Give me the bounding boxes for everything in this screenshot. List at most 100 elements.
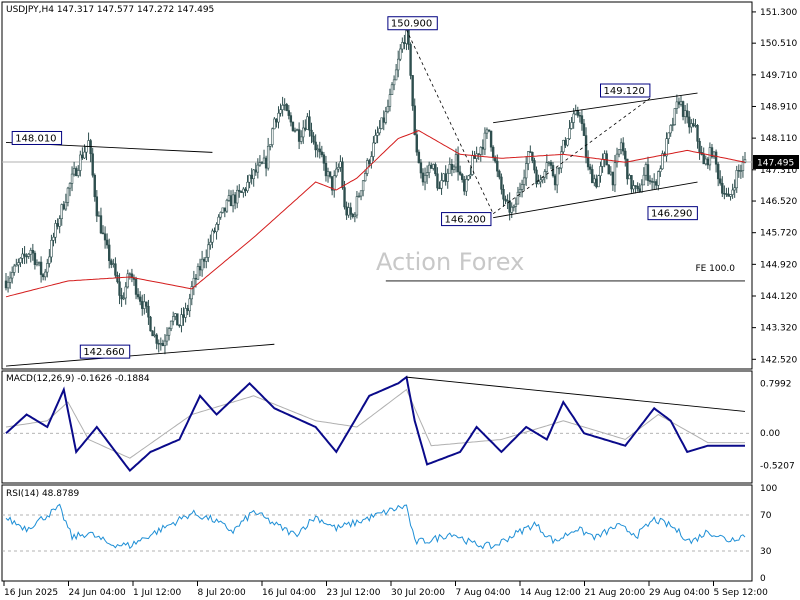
- candle-body: [182, 314, 185, 318]
- candle-body: [83, 151, 86, 159]
- time-tick-label: 21 Aug 20:00: [585, 588, 646, 598]
- candle-body: [403, 42, 406, 44]
- candle-body: [498, 170, 501, 178]
- candle-body: [502, 189, 505, 200]
- candle-body: [77, 170, 80, 176]
- candle-body: [597, 175, 600, 188]
- time-tick-label: 24 Jun 04:00: [69, 588, 126, 598]
- candle-body: [675, 101, 679, 109]
- candle-body: [374, 135, 377, 144]
- candle-body: [21, 253, 24, 259]
- candle-body: [696, 125, 699, 142]
- candle-body: [382, 117, 385, 123]
- candle-body: [326, 171, 330, 177]
- candle-body: [23, 253, 26, 257]
- candle-body: [417, 151, 421, 164]
- candle-body: [174, 313, 177, 317]
- candle-body: [120, 295, 123, 300]
- price-pane-frame: [1, 1, 753, 370]
- candle-body: [347, 207, 350, 216]
- candle-body: [240, 191, 243, 193]
- macd-tick-label: -0.5207: [760, 462, 795, 472]
- candle-body: [673, 108, 677, 125]
- candle-body: [299, 136, 303, 142]
- candle-body: [735, 170, 738, 189]
- candle-body: [35, 262, 39, 265]
- candle-body: [242, 188, 245, 193]
- candle-body: [256, 164, 260, 173]
- candle-body: [504, 198, 507, 202]
- candle-body: [446, 172, 449, 182]
- candle-body: [394, 69, 398, 81]
- candle-body: [118, 281, 121, 296]
- rsi-line: [5, 503, 746, 550]
- candle-body: [343, 187, 346, 208]
- candle-body: [725, 193, 728, 195]
- candle-body: [337, 167, 340, 170]
- candle-body: [355, 196, 359, 216]
- candle-body: [275, 118, 278, 123]
- candle-body: [271, 128, 274, 145]
- candle-body: [202, 258, 206, 262]
- candle-body: [116, 275, 119, 283]
- price-annotation: 148.010: [15, 133, 56, 144]
- candle-body: [209, 241, 212, 246]
- candle-body: [617, 149, 621, 155]
- candle-body: [533, 160, 536, 171]
- candle-body: [572, 113, 575, 123]
- candle-body: [454, 154, 458, 168]
- candle-body: [698, 140, 701, 153]
- candle-body: [231, 194, 235, 207]
- candle-body: [512, 205, 516, 208]
- candle-body: [312, 135, 315, 143]
- candle-body: [351, 213, 354, 217]
- candle-body: [229, 195, 233, 207]
- candle-body: [522, 177, 526, 185]
- candle-body: [496, 160, 499, 172]
- candle-body: [264, 157, 268, 169]
- candle-body: [6, 282, 10, 289]
- candle-body: [619, 142, 623, 151]
- candle-body: [520, 184, 524, 190]
- candle-body: [448, 164, 452, 174]
- candle-body: [401, 42, 404, 50]
- candle-body: [361, 180, 365, 192]
- current-price-label: 147.495: [757, 159, 794, 169]
- candle-body: [295, 129, 299, 131]
- candle-body: [566, 138, 569, 146]
- candle-body: [586, 157, 590, 168]
- price-axis: 151.300 150.510 149.710 148.910 148.110 147.3…: [752, 8, 797, 365]
- candle-body: [211, 230, 214, 243]
- candle-body: [293, 130, 297, 132]
- candle-body: [440, 180, 443, 189]
- projection-line: [406, 29, 494, 214]
- candle-body: [297, 129, 301, 142]
- candle-body: [31, 249, 35, 254]
- candle-body: [372, 142, 375, 157]
- candle-body: [225, 199, 229, 212]
- candle-body: [79, 154, 82, 171]
- candle-body: [200, 258, 204, 271]
- candle-body: [562, 140, 565, 153]
- trendline: [493, 181, 698, 219]
- candle-body: [141, 301, 144, 309]
- candle-body: [368, 160, 371, 164]
- candle-body: [706, 158, 710, 166]
- candle-body: [727, 193, 730, 197]
- candle-body: [370, 156, 373, 164]
- rsi-tick-label: 0: [760, 574, 766, 584]
- candle-body: [529, 151, 532, 153]
- candle-body: [667, 132, 670, 139]
- candle-body: [438, 187, 441, 190]
- price-tick-label: 147.310: [760, 166, 797, 176]
- price-annotation-box: [79, 344, 131, 359]
- candle-body: [671, 124, 674, 126]
- candle-body: [235, 189, 239, 204]
- candle-body: [582, 123, 586, 136]
- candle-body: [399, 48, 402, 60]
- candle-body: [291, 121, 295, 132]
- candle-body: [233, 194, 237, 204]
- candle-body: [97, 215, 101, 217]
- candle-body: [260, 162, 264, 164]
- price-annotation-box: [441, 212, 492, 227]
